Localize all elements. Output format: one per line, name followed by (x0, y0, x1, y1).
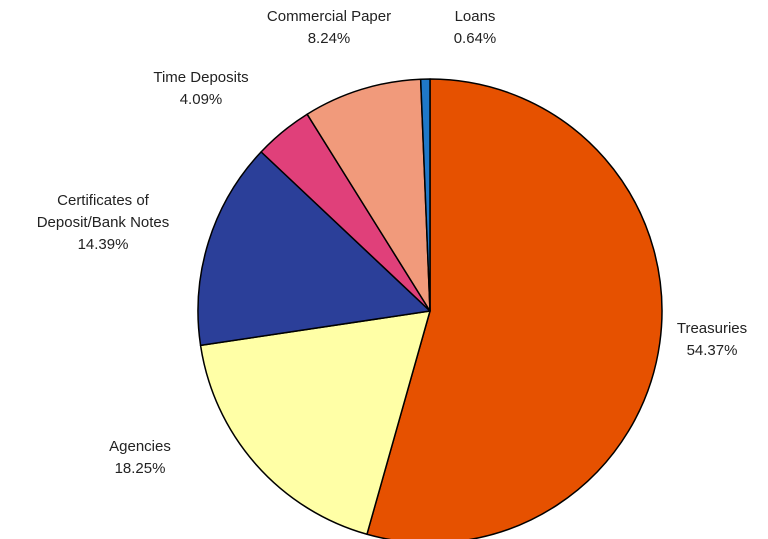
slice-label-time-deposits: Time Deposits 4.09% (153, 69, 248, 108)
pie-slices (197, 78, 663, 539)
slice-percent-text: 4.09% (180, 91, 223, 108)
slice-label-agencies: Agencies 18.25% (109, 438, 171, 477)
slice-name-text: Agencies (109, 438, 171, 455)
slice-label-treasuries: Treasuries 54.37% (677, 320, 747, 359)
slice-name-text: Loans (455, 8, 496, 25)
slice-percent-text: 8.24% (308, 30, 351, 47)
pie-slice-certificates-of-deposit-bank-notes (197, 151, 431, 347)
slice-percent-text: 18.25% (115, 460, 166, 477)
slice-percent-text: 54.37% (687, 342, 738, 359)
slice-name-text: Treasuries (677, 320, 747, 337)
slice-label-commercial-paper: Commercial Paper 8.24% (267, 8, 391, 47)
slice-labels: Treasuries 54.37% Agencies 18.25% Certificat… (37, 8, 747, 477)
slice-name-text: Deposit/Bank Notes (37, 214, 170, 231)
pie-slice-loans (419, 78, 431, 312)
slice-name-text: Certificates of (57, 192, 150, 209)
pie-slice-commercial-paper (306, 78, 431, 312)
slice-label-certificates-of-deposit-bank-notes: Certificates of Deposit/Bank Notes 14.39% (37, 192, 170, 253)
pie-slice-agencies (199, 310, 431, 536)
slice-percent-text: 0.64% (454, 30, 497, 47)
pie-slice-treasuries (366, 78, 663, 539)
slice-name-text: Time Deposits (153, 69, 248, 86)
slice-name-text: Commercial Paper (267, 8, 391, 25)
slice-label-loans: Loans 0.64% (454, 8, 497, 47)
slice-percent-text: 14.39% (78, 236, 129, 253)
